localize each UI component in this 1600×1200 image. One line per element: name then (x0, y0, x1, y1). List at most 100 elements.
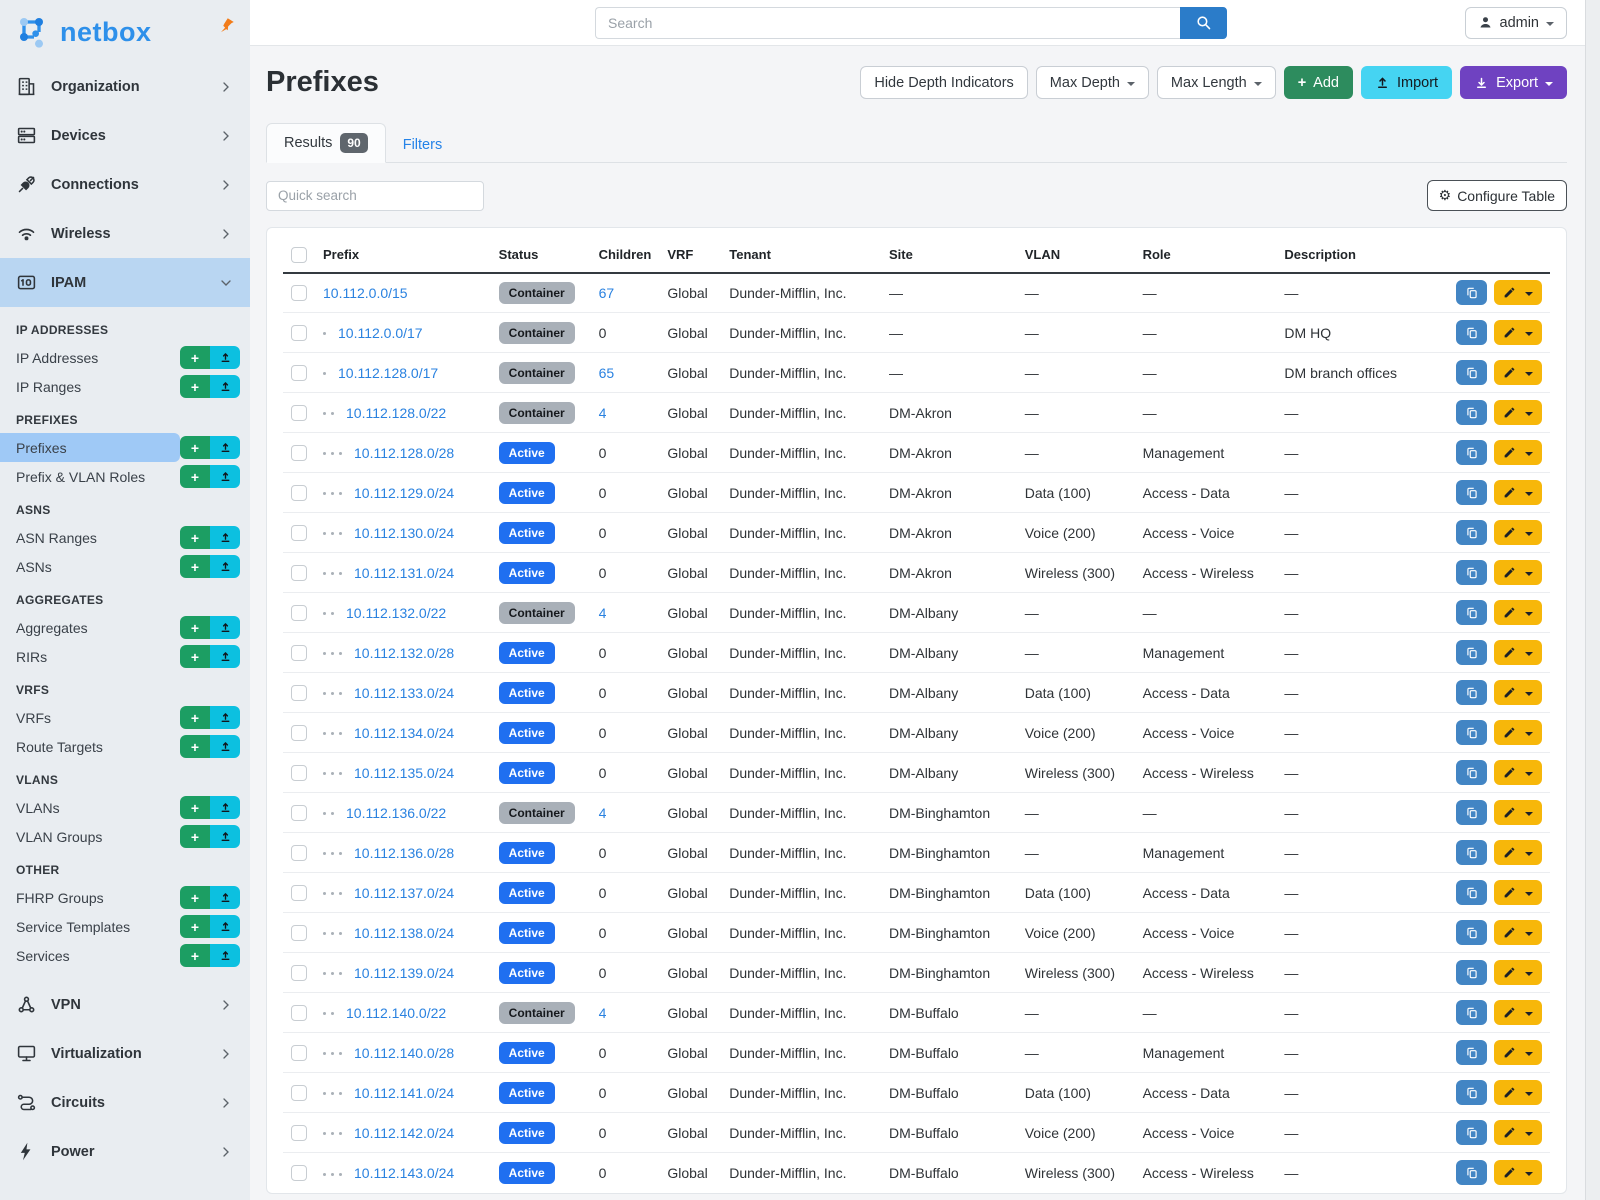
site-link[interactable]: DM-Albany (888, 684, 959, 701)
quick-add-button[interactable]: + (180, 825, 210, 848)
copy-button[interactable] (1456, 680, 1487, 706)
sidebar-item-organization[interactable]: Organization (0, 62, 250, 111)
quick-import-button[interactable] (210, 616, 240, 639)
vlan-link[interactable]: Data (100) (1024, 1084, 1091, 1101)
prefix-link[interactable]: 10.112.139.0/24 (354, 964, 455, 981)
tenant-link[interactable]: Dunder-Mifflin, Inc. (729, 364, 847, 381)
row-checkbox[interactable] (291, 565, 307, 582)
role-link[interactable]: Access - Voice (1142, 924, 1235, 941)
quick-import-button[interactable] (210, 735, 240, 758)
copy-button[interactable] (1456, 920, 1487, 946)
sidebar-subitem-link[interactable]: Route Targets (16, 738, 103, 755)
quick-import-button[interactable] (210, 555, 240, 578)
quick-add-button[interactable]: + (180, 886, 210, 909)
vlan-link[interactable]: Voice (200) (1024, 924, 1096, 941)
copy-button[interactable] (1456, 840, 1487, 866)
sidebar-subitem-link[interactable]: RIRs (16, 648, 48, 665)
copy-button[interactable] (1456, 880, 1487, 906)
role-link[interactable]: Management (1142, 844, 1225, 861)
copy-button[interactable] (1456, 360, 1487, 386)
sidebar-subitem-link[interactable]: VLAN Groups (16, 828, 103, 845)
vlan-link[interactable]: Wireless (300) (1024, 1164, 1115, 1181)
edit-split-button[interactable] (1494, 320, 1542, 346)
edit-split-button[interactable] (1494, 680, 1542, 706)
site-link[interactable]: DM-Albany (888, 644, 959, 661)
role-link[interactable]: Access - Wireless (1142, 1164, 1254, 1181)
vlan-link[interactable]: Voice (200) (1024, 724, 1096, 741)
children-count-link[interactable]: 4 (598, 804, 607, 821)
sidebar-item-ipam[interactable]: IPAM (0, 258, 250, 307)
site-link[interactable]: DM-Binghamton (888, 924, 991, 941)
edit-split-button[interactable] (1494, 1000, 1542, 1026)
configure-table-button[interactable]: ⚙ Configure Table (1426, 180, 1567, 211)
sidebar-subitem-link[interactable]: VRFs (16, 709, 51, 726)
row-checkbox[interactable] (291, 405, 307, 422)
role-link[interactable]: Access - Voice (1142, 1124, 1235, 1141)
tenant-link[interactable]: Dunder-Mifflin, Inc. (729, 804, 847, 821)
quick-add-button[interactable]: + (180, 616, 210, 639)
children-count-link[interactable]: 4 (598, 1004, 607, 1021)
select-all-checkbox[interactable] (291, 246, 307, 263)
column-header-children[interactable]: Children (590, 234, 660, 274)
prefix-link[interactable]: 10.112.137.0/24 (354, 884, 455, 901)
prefix-link[interactable]: 10.112.129.0/24 (354, 484, 455, 501)
quick-add-button[interactable]: + (180, 465, 210, 488)
quick-import-button[interactable] (210, 825, 240, 848)
role-link[interactable]: Access - Wireless (1142, 564, 1254, 581)
tenant-link[interactable]: Dunder-Mifflin, Inc. (729, 284, 847, 301)
quick-import-button[interactable] (210, 706, 240, 729)
sidebar-subitem-link[interactable]: ASN Ranges (16, 529, 97, 546)
copy-button[interactable] (1456, 480, 1487, 506)
quick-import-button[interactable] (210, 375, 240, 398)
quick-import-button[interactable] (210, 645, 240, 668)
site-link[interactable]: DM-Albany (888, 604, 959, 621)
copy-button[interactable] (1456, 720, 1487, 746)
site-link[interactable]: DM-Buffalo (888, 1164, 959, 1181)
sidebar-subitem-link[interactable]: VLANs (16, 799, 60, 816)
row-checkbox[interactable] (291, 885, 307, 902)
prefix-link[interactable]: 10.112.136.0/22 (346, 804, 447, 821)
site-link[interactable]: DM-Binghamton (888, 804, 991, 821)
prefix-link[interactable]: 10.112.0.0/17 (338, 324, 423, 341)
row-checkbox[interactable] (291, 725, 307, 742)
column-header-prefix[interactable]: Prefix (315, 234, 491, 274)
vlan-link[interactable]: Wireless (300) (1024, 764, 1115, 781)
prefix-link[interactable]: 10.112.142.0/24 (354, 1124, 455, 1141)
quick-add-button[interactable]: + (180, 346, 210, 369)
row-checkbox[interactable] (291, 1045, 307, 1062)
row-checkbox[interactable] (291, 1165, 307, 1182)
site-link[interactable]: DM-Buffalo (888, 1084, 959, 1101)
sidebar-item-devices[interactable]: Devices (0, 111, 250, 160)
quick-import-button[interactable] (210, 944, 240, 967)
edit-split-button[interactable] (1494, 800, 1542, 826)
edit-split-button[interactable] (1494, 360, 1542, 386)
prefix-link[interactable]: 10.112.128.0/28 (354, 444, 455, 461)
tenant-link[interactable]: Dunder-Mifflin, Inc. (729, 1164, 847, 1181)
copy-button[interactable] (1456, 1080, 1487, 1106)
row-checkbox[interactable] (291, 1125, 307, 1142)
site-link[interactable]: DM-Akron (888, 404, 952, 421)
prefix-link[interactable]: 10.112.135.0/24 (354, 764, 455, 781)
role-link[interactable]: Access - Voice (1142, 524, 1235, 541)
copy-button[interactable] (1456, 800, 1487, 826)
site-link[interactable]: DM-Binghamton (888, 964, 991, 981)
row-checkbox[interactable] (291, 845, 307, 862)
column-header-vrf[interactable]: VRF (659, 234, 722, 274)
prefix-link[interactable]: 10.112.131.0/24 (354, 564, 455, 581)
row-checkbox[interactable] (291, 1085, 307, 1102)
sidebar-subitem-link[interactable]: Aggregates (16, 619, 88, 636)
tenant-link[interactable]: Dunder-Mifflin, Inc. (729, 644, 847, 661)
sidebar-subitem-link[interactable]: IP Addresses (16, 349, 99, 366)
copy-button[interactable] (1456, 1040, 1487, 1066)
copy-button[interactable] (1456, 1160, 1487, 1186)
row-checkbox[interactable] (291, 605, 307, 622)
role-link[interactable]: Access - Data (1142, 1084, 1230, 1101)
site-link[interactable]: DM-Binghamton (888, 844, 991, 861)
children-count-link[interactable]: 4 (598, 404, 607, 421)
quick-import-button[interactable] (210, 346, 240, 369)
export-dropdown[interactable]: Export (1460, 66, 1567, 99)
column-header-role[interactable]: Role (1134, 234, 1277, 274)
sidebar-subitem-link[interactable]: IP Ranges (16, 378, 82, 395)
pin-icon[interactable] (218, 16, 236, 34)
site-link[interactable]: DM-Akron (888, 564, 952, 581)
